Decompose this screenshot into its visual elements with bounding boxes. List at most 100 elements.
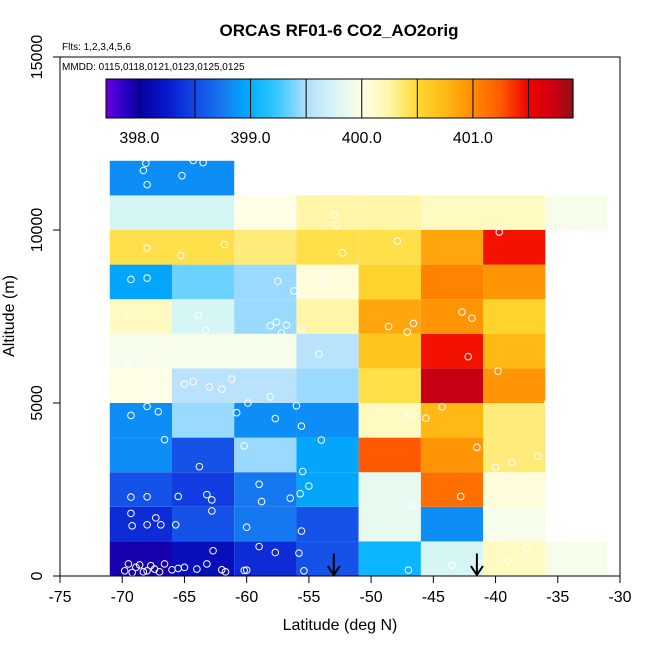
colorbar-segment (356, 79, 361, 118)
heatmap-cell (234, 437, 297, 473)
heatmap-cell (358, 403, 421, 438)
heatmap-cell (234, 230, 297, 265)
sample-point (124, 560, 133, 568)
colorbar-segment (459, 79, 464, 118)
sample-point (491, 533, 500, 542)
colorbar-segment (106, 79, 110, 118)
heatmap-cell (358, 264, 421, 300)
heatmap-cell (483, 403, 546, 438)
heatmap-cell (358, 541, 421, 576)
sample-point (127, 275, 135, 284)
heatmap-cell (483, 195, 546, 230)
heatmap-cell (420, 472, 484, 507)
sample-point (297, 325, 306, 333)
colorbar-segment (262, 79, 267, 118)
colorbar-segment (352, 79, 357, 118)
colorbar-segment (282, 79, 287, 118)
heatmap-cell (420, 333, 484, 369)
colorbar-segment (376, 79, 381, 118)
colorbar-segment (276, 79, 281, 118)
colorbar-segment (342, 79, 347, 118)
heatmap-cell (358, 437, 421, 473)
sample-point (271, 548, 280, 557)
colorbar-segment (399, 79, 404, 118)
heatmap-cell (234, 368, 297, 403)
colorbar-tick-label: 401.0 (453, 130, 493, 147)
x-tick-label: -45 (422, 589, 445, 606)
colorbar-segment (176, 79, 180, 118)
sample-point (221, 568, 230, 576)
sample-point (139, 166, 148, 175)
sample-point (127, 509, 135, 518)
sample-point (272, 318, 281, 326)
colorbar-segment (132, 79, 137, 118)
heatmap-cell (296, 506, 359, 542)
colorbar-segment (296, 79, 301, 118)
sample-point (193, 565, 201, 573)
sample-point (143, 402, 151, 411)
colorbar-segment (136, 79, 140, 118)
sample-point (407, 501, 415, 510)
colorbar-segment (126, 79, 130, 118)
heatmap-cell (358, 472, 421, 507)
colorbar-segment (426, 79, 431, 118)
heatmap-cell (109, 333, 172, 369)
heatmap-cell (172, 403, 235, 438)
sample-point (504, 556, 512, 565)
sample-point (143, 520, 151, 529)
heatmap-cell (296, 333, 359, 369)
colorbar-segment (566, 79, 571, 118)
heatmap-cell (296, 472, 359, 507)
colorbar-segment (122, 79, 127, 118)
colorbar-segment (489, 79, 494, 118)
dates-note: MMDD: 0115,0118,0121,0123,0125,0125 (62, 62, 245, 73)
sample-point (544, 399, 552, 407)
sample-point (180, 563, 189, 572)
colorbar-segment (536, 79, 541, 118)
sample-point (232, 408, 241, 417)
colorbar-segment (159, 79, 164, 118)
sample-point (178, 171, 186, 180)
sample-point (483, 529, 491, 538)
colorbar-segment (316, 79, 321, 118)
colorbar-segment (499, 79, 504, 118)
colorbar-segment (466, 79, 471, 118)
colorbar-segment (372, 79, 377, 118)
colorbar-segment (462, 79, 467, 118)
heatmap-cell (109, 437, 172, 473)
colorbar-segment (329, 79, 334, 118)
colorbar-segment (439, 79, 444, 118)
colorbar-segment (199, 79, 204, 118)
x-axis: -75 -70 -65 -60 -55 -50 -45 -40 -35 -30 (48, 576, 632, 606)
colorbar-segment (279, 79, 284, 118)
colorbar-segment (226, 79, 231, 118)
sample-point (157, 520, 165, 529)
colorbar-segment (242, 79, 247, 118)
heatmap-cell (172, 195, 235, 230)
colorbar-segment (386, 79, 391, 118)
sample-point (195, 462, 204, 471)
heatmap-cell (420, 264, 484, 300)
heatmap-cell (109, 195, 172, 230)
sample-point (456, 492, 465, 501)
x-axis-label: Latitude (deg N) (283, 617, 398, 634)
colorbar-segment (512, 79, 517, 118)
heatmap-cell (483, 333, 546, 369)
sample-point (143, 492, 151, 501)
heatmap-cell (296, 195, 359, 230)
heatmap-cell (296, 299, 359, 334)
colorbar-segment (519, 79, 524, 118)
sample-point (277, 328, 286, 337)
colorbar-segment (302, 79, 307, 118)
sample-point (393, 237, 402, 245)
heatmap-cell (234, 541, 297, 576)
colorbar-segment (172, 79, 177, 118)
heatmap-cell (234, 195, 297, 230)
sample-point (139, 568, 148, 576)
heatmap-cell (358, 299, 421, 334)
colorbar-segment (506, 79, 511, 118)
sample-point (273, 277, 282, 286)
colorbar-segment (139, 79, 144, 118)
colorbar-segment (549, 79, 554, 118)
